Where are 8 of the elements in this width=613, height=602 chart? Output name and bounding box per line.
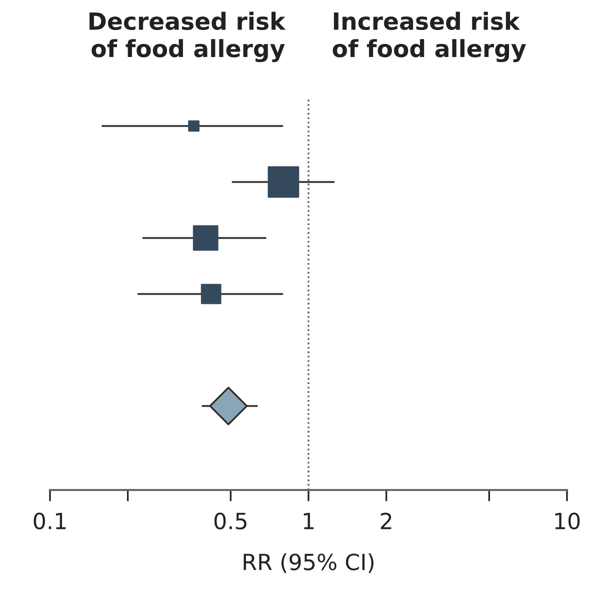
x-axis-title: RR (95% CI) <box>244 553 374 573</box>
text: Decreased risk of food allergy <box>90 12 286 62</box>
text: Increased risk of food allergy <box>332 12 526 62</box>
x-tick-label: 10 <box>555 512 580 530</box>
x-tick-label: 0.1 <box>34 512 66 530</box>
x-tick-label: 2 <box>380 512 392 530</box>
x-tick-label: 0.5 <box>214 512 246 530</box>
x-tick-label: 1 <box>304 512 314 530</box>
